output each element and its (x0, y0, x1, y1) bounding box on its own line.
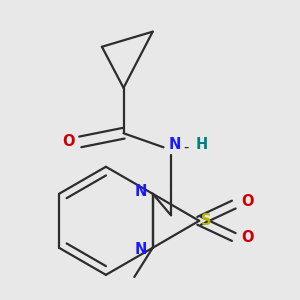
Text: H: H (196, 136, 208, 152)
Text: S: S (201, 213, 212, 228)
Text: N: N (169, 136, 181, 152)
Text: N: N (135, 242, 147, 257)
Text: O: O (241, 230, 254, 244)
Text: O: O (62, 134, 75, 149)
Text: -: - (184, 140, 189, 155)
Text: N: N (135, 184, 147, 199)
Text: O: O (241, 194, 254, 209)
